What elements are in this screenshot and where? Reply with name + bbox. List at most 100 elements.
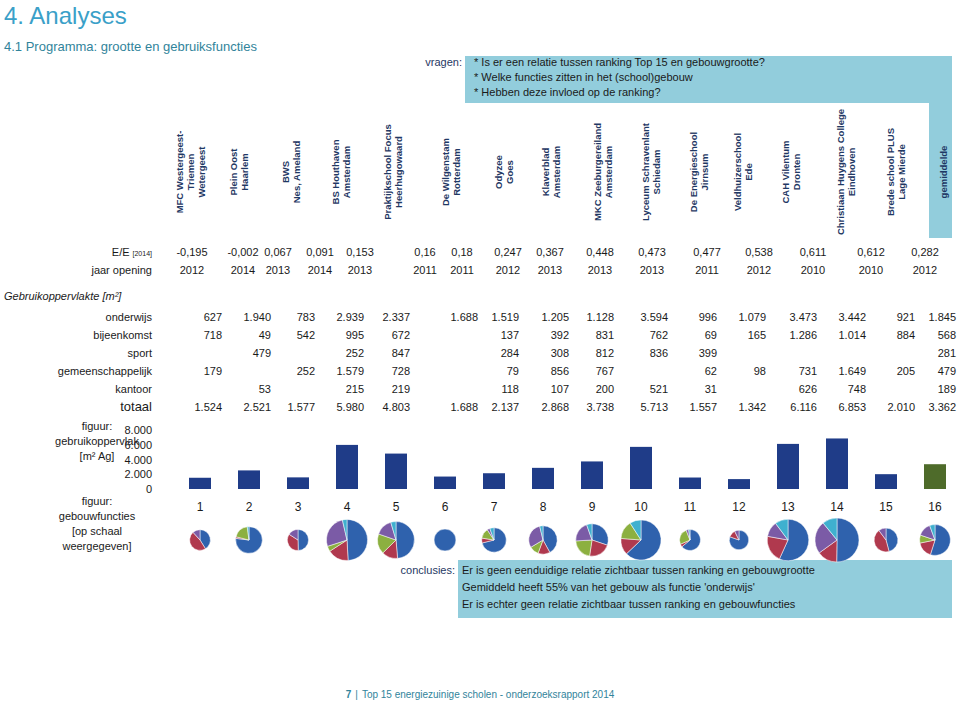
table-cell: 205 [897, 365, 915, 377]
pie-slice [590, 540, 608, 556]
table-cell: 79 [507, 365, 519, 377]
pie-slice [247, 527, 249, 540]
table-cell: 252 [297, 365, 315, 377]
x-tick-label: 9 [589, 500, 596, 514]
bar [875, 474, 897, 489]
pie-slice [920, 526, 935, 540]
bar [630, 447, 652, 489]
table-cell: 284 [501, 347, 519, 359]
x-tick-label: 10 [634, 500, 648, 514]
conclusion-line: Er is echter geen relatie zichtbaar tuss… [462, 598, 796, 610]
table-cell: 98 [754, 365, 766, 377]
x-tick-label: 8 [540, 500, 547, 514]
table-cell: 767 [596, 365, 614, 377]
column-header: Lyceum Schravenlant [640, 122, 651, 221]
bar [336, 445, 358, 489]
row-label: bijeenkomst [93, 329, 152, 341]
table-cell: 521 [650, 383, 668, 395]
column-header: Lage Mierde [896, 144, 907, 199]
x-tick-label: 13 [781, 500, 795, 514]
table-cell: -0,195 [176, 246, 207, 258]
column-header: Klaverblad [540, 148, 551, 197]
table-cell: 672 [392, 329, 410, 341]
table-cell: 2010 [859, 264, 883, 276]
pie-slice [879, 528, 886, 540]
bar [189, 478, 211, 489]
table-cell: 1.557 [689, 401, 717, 413]
x-tick-label: 7 [491, 500, 498, 514]
pie-slice [193, 530, 200, 540]
pie-slice [490, 528, 494, 540]
x-tick-label: 15 [879, 500, 893, 514]
table-cell: 0,477 [693, 246, 721, 258]
table-cell: 479 [253, 347, 271, 359]
column-header: Ede [743, 163, 754, 180]
table-cell: 2013 [348, 264, 372, 276]
table-cell: 281 [938, 347, 956, 359]
footer: 7|Top 15 energiezuinige scholen - onderz… [346, 689, 615, 700]
page-title: 4. Analyses [4, 2, 127, 29]
pie-slice [342, 519, 347, 540]
pie-slice [236, 527, 249, 540]
table-cell: 0,067 [264, 246, 292, 258]
table-cell: -0,002 [227, 246, 258, 258]
y-tick-label: 4.000 [124, 454, 152, 466]
table-cell: 1.845 [928, 311, 956, 323]
bar [483, 473, 505, 489]
pie [920, 525, 951, 556]
pie-slice [236, 527, 263, 554]
table-cell: 53 [259, 383, 271, 395]
pie-slice [837, 518, 859, 562]
chart-title: figuur: [82, 495, 113, 507]
table-cell: 219 [392, 383, 410, 395]
x-tick-label: 16 [928, 500, 942, 514]
table-cell: 748 [848, 383, 866, 395]
pie [680, 530, 701, 551]
average-column-panel [929, 103, 952, 238]
table-cell: 1.014 [838, 329, 866, 341]
x-tick-label: 5 [393, 500, 400, 514]
pie-slice [680, 530, 690, 544]
pie-slice [930, 525, 935, 540]
y-tick-label: 8.000 [124, 424, 152, 436]
table-cell: 137 [501, 329, 519, 341]
table-cell: 2012 [180, 264, 204, 276]
chart-title: figuur: [82, 420, 113, 432]
pie [326, 519, 367, 560]
table-cell: 69 [705, 329, 717, 341]
table-cell: 812 [596, 347, 614, 359]
pie [434, 529, 456, 551]
table-cell: 2.939 [336, 311, 364, 323]
x-tick-label: 12 [732, 500, 746, 514]
pie-slice [347, 519, 368, 560]
table-cell: 1.128 [586, 311, 614, 323]
y-tick-label: 6.000 [124, 439, 152, 451]
pie-slice [621, 538, 641, 553]
column-header: BS Houthaven [330, 139, 341, 204]
x-tick-label: 4 [344, 500, 351, 514]
conclusions-label: conclusies: [401, 564, 455, 576]
table-cell: 5.980 [336, 401, 364, 413]
pie-slice [576, 540, 592, 556]
pie [287, 529, 308, 550]
bar [679, 478, 701, 489]
table-cell: 1.286 [789, 329, 817, 341]
table-cell: 1.940 [243, 311, 271, 323]
table-cell: 6.116 [790, 401, 817, 413]
bar [385, 454, 407, 489]
table-cell: 5.713 [640, 401, 668, 413]
table-cell: 0,611 [800, 246, 827, 258]
bar [924, 464, 946, 489]
table-cell: 0,473 [638, 246, 666, 258]
column-header: De Wilgenstam [440, 138, 451, 206]
row-label: gemeenschappelijk [58, 365, 153, 377]
table-cell: 308 [551, 347, 569, 359]
x-tick-label: 14 [830, 500, 844, 514]
column-header: BWS [280, 161, 291, 183]
x-tick-label: 3 [295, 500, 302, 514]
table-cell: 568 [938, 329, 956, 341]
column-header: Praktijkschool Focus [382, 124, 393, 220]
bars [189, 438, 946, 489]
table-cell: 626 [799, 383, 817, 395]
table-cell: 0,367 [536, 246, 564, 258]
